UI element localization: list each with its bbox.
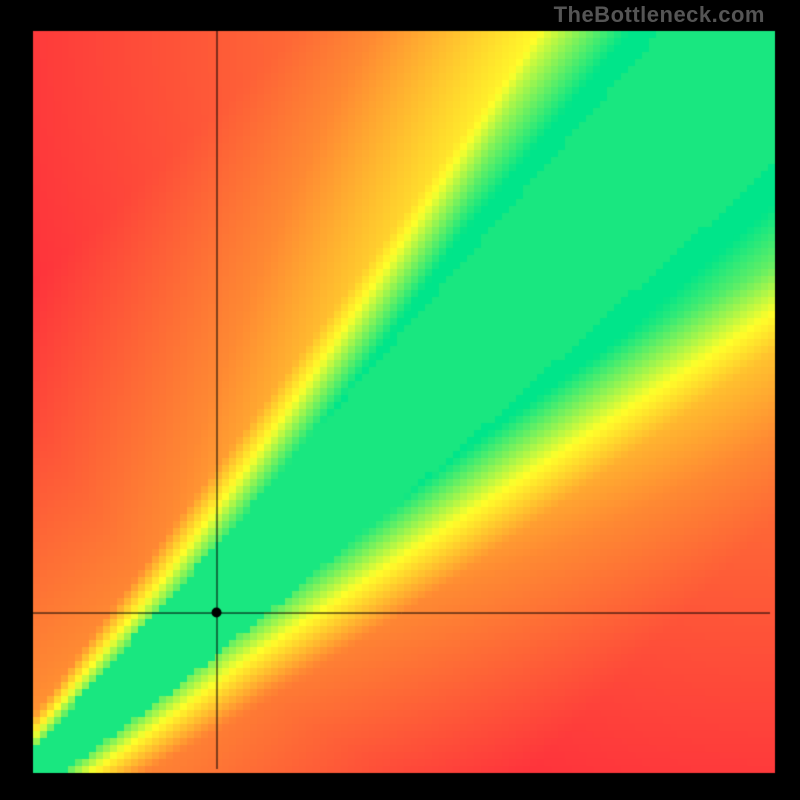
- chart-container: TheBottleneck.com: [0, 0, 800, 800]
- heatmap-canvas: [0, 0, 800, 800]
- watermark-text: TheBottleneck.com: [554, 2, 765, 28]
